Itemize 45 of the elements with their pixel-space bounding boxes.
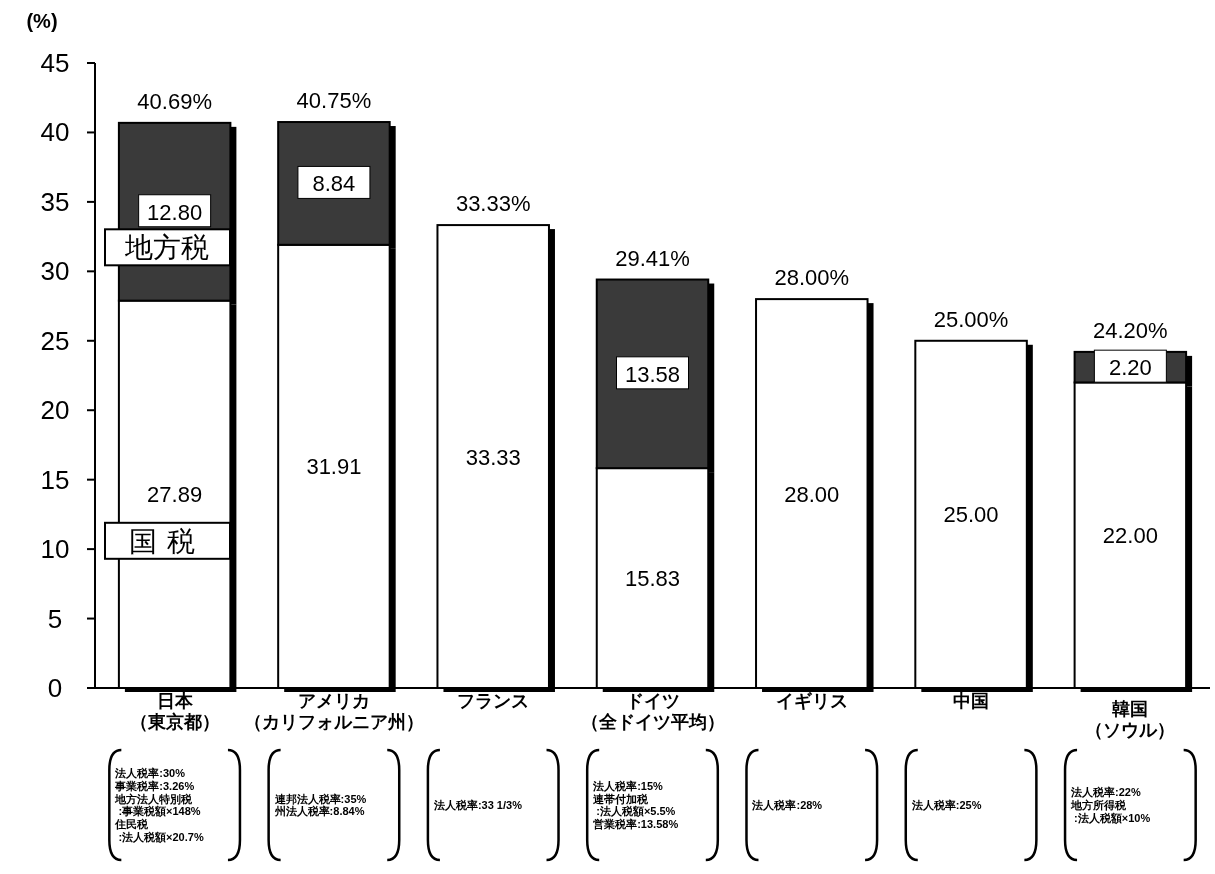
data-label: 13.58	[624, 361, 681, 387]
y-tick-label: 25	[40, 325, 70, 356]
y-tick-label: 35	[40, 186, 70, 217]
data-label: 15.83	[624, 566, 681, 592]
x-tick-label: アメリカ（カリフォルニア州）	[243, 691, 424, 732]
series-label: 国税	[129, 525, 205, 557]
x-tick-label: 日本（東京都）	[129, 691, 220, 732]
x-tick-label: 中国	[953, 691, 990, 711]
legend-label: 地方税	[124, 232, 209, 264]
data-label: 2.20	[1108, 355, 1152, 381]
data-label: 12.80	[147, 199, 203, 225]
y-tick-label: 10	[40, 534, 70, 565]
data-label: 28.00	[784, 481, 840, 507]
y-tick-label: 20	[40, 395, 70, 426]
total-label: 29.41%	[615, 245, 690, 271]
total-label: 25.00%	[933, 306, 1009, 332]
total-label: 33.33%	[455, 191, 531, 217]
total-label: 40.69%	[137, 88, 212, 114]
text: 法人税率:22% 地方所得税 :法人税額×10%	[1070, 786, 1151, 825]
text: 法人税率:15% 連帯付加税 :法人税額×5.5% 営業税率:13.58%	[592, 780, 679, 830]
data-label: 22.00	[1102, 523, 1158, 549]
data-label: 8.84	[312, 171, 356, 197]
data-label: 33.33	[465, 444, 521, 470]
y-tick-label: 45	[40, 48, 70, 78]
data-label: 27.89	[147, 482, 203, 508]
text: 法人税率:33 1/3%	[432, 799, 523, 812]
y-tick-label: 0	[47, 673, 63, 703]
y-tick-label: 15	[40, 464, 70, 495]
x-tick-label: イギリス	[775, 691, 848, 711]
x-tick-label: 韓国（ソウル）	[1085, 699, 1176, 740]
text: 連邦法人税率:35% 州法人税率:8.84%	[273, 792, 367, 819]
text: 法人税率:25%	[910, 799, 982, 812]
total-label: 28.00%	[774, 265, 850, 291]
total-label: 24.20%	[1093, 317, 1168, 343]
text: 法人税率:30% 事業税率:3.26% 地方法人特別税 :事業税額×148% 住民税 :法人税額×20.7%	[114, 767, 204, 844]
x-tick-label: ドイツ（全ドイツ平均）	[580, 691, 725, 732]
y-axis-title: (%)	[26, 10, 58, 32]
data-label: 25.00	[943, 502, 999, 528]
total-label: 40.75%	[296, 88, 372, 114]
data-label: 31.91	[306, 454, 362, 480]
x-tick-label: フランス	[457, 691, 530, 711]
text: 法人税率:28%	[751, 799, 823, 812]
y-tick-label: 5	[47, 603, 63, 634]
y-tick-label: 30	[40, 256, 70, 287]
y-tick-label: 40	[40, 117, 70, 148]
